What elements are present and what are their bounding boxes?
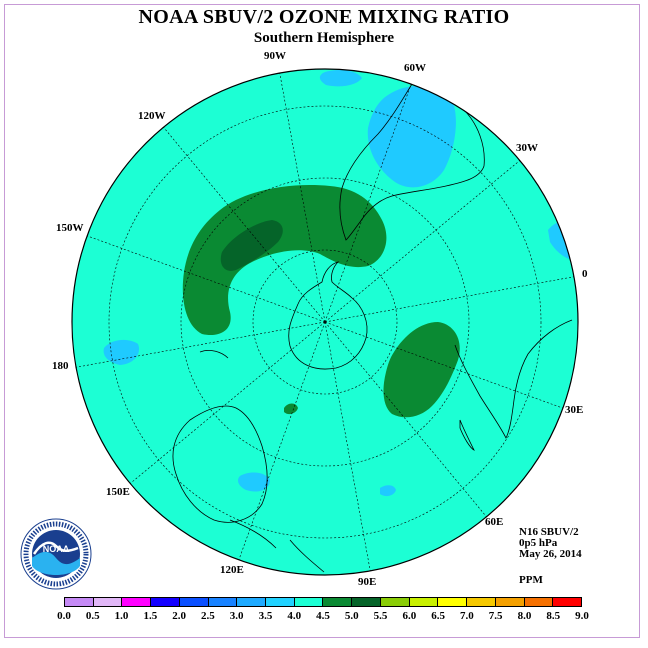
lon-label-90e: 90E: [358, 576, 377, 588]
coastline-new-zealand: [199, 350, 229, 359]
map-title: NOAA SBUV/2 OZONE MIXING RATIO: [138, 6, 510, 28]
lon-label-30w: 30W: [516, 142, 538, 154]
meridian: [324, 321, 569, 411]
coastline-south-america: [339, 83, 485, 241]
colorbar-tick-label: 4.0: [287, 610, 302, 622]
contour-region-4-0: [182, 185, 387, 336]
meridian: [72, 321, 326, 369]
colorbar-tick-label: 2.5: [201, 610, 215, 622]
colorbar-tick-label: 0.0: [57, 610, 71, 622]
colorbar-tick-label: 8.0: [517, 610, 532, 622]
map-subtitle: Southern Hemisphere: [253, 30, 395, 46]
colorbar-tick-label: 1.0: [114, 610, 129, 622]
colorbar-tick-label: 4.5: [316, 610, 330, 622]
graticule: [72, 69, 578, 575]
latitude-circle: [252, 249, 398, 395]
contour-region-4-5: [220, 220, 283, 271]
meridian: [236, 321, 326, 566]
coastline-africa: [454, 319, 573, 439]
contour-region-3-0: [380, 485, 396, 497]
colorbar-tick-label: 5.5: [373, 610, 388, 622]
colorbar-tick-label: 2.0: [172, 610, 186, 622]
meridian: [324, 321, 372, 575]
meridian: [159, 122, 326, 323]
colorbar-tick-label: 3.0: [229, 610, 244, 622]
colorbar-swatch: [553, 598, 581, 606]
meridian: [324, 321, 491, 522]
colorbar-swatch: [208, 598, 238, 606]
lon-label-120w: 120W: [138, 110, 166, 122]
colorbar: [64, 597, 582, 607]
coastline-madagascar: [459, 419, 475, 451]
map-border: [71, 68, 579, 576]
colorbar-tick-label: 3.5: [258, 610, 273, 622]
contour-region-3-0: [319, 70, 362, 87]
colorbar-tick-label: 0.5: [85, 610, 100, 622]
meridian: [81, 233, 326, 323]
colorbar-swatch: [237, 598, 267, 606]
lon-label-150w: 150W: [56, 222, 84, 234]
info-date: May 26, 2014: [519, 548, 582, 560]
meridian: [278, 69, 326, 323]
colorbar-swatch: [524, 598, 554, 606]
colorbar-swatch: [495, 598, 525, 606]
coastlines: [172, 83, 573, 573]
lon-label-0: 0: [582, 268, 588, 280]
lon-label-30e: 30E: [565, 404, 584, 416]
meridian: [324, 156, 525, 323]
latitude-circle: [180, 177, 470, 467]
colorbar-tick-label: 5.0: [344, 610, 359, 622]
figure-frame: [4, 4, 640, 638]
svg-text:NOAA: NOAA: [43, 544, 70, 554]
lon-label-60w: 60W: [404, 62, 426, 74]
meridian: [324, 275, 578, 323]
colorbar-swatch: [409, 598, 439, 606]
contour-region-3-0: [238, 472, 270, 492]
colorbar-swatch: [438, 598, 468, 606]
meridian: [125, 321, 326, 488]
info-satellite: N16 SBUV/2: [519, 526, 579, 538]
colorbar-ticks: 0.0 0.5 1.0 1.5 2.0 2.5 3.0 3.5 4.0 4.5 5.0 5.5 6.0 6…: [0, 610, 648, 624]
info-level: 0p5 hPa: [519, 537, 558, 549]
colorbar-swatch: [323, 598, 353, 606]
info-units: PPM: [519, 574, 543, 586]
coastline-islands: [229, 519, 325, 573]
colorbar-swatch: [151, 598, 180, 606]
colorbar-tick-label: 8.5: [546, 610, 561, 622]
coastline-australia: [172, 405, 268, 523]
colorbar-swatch: [93, 598, 123, 606]
colorbar-tick-label: 6.0: [402, 610, 417, 622]
lon-label-150e: 150E: [106, 486, 130, 498]
latitude-circle: [108, 105, 542, 539]
colorbar-swatch: [179, 598, 209, 606]
colorbar-swatch: [266, 598, 295, 606]
colorbar-swatch: [65, 598, 94, 606]
colorbar-tick-label: 1.5: [143, 610, 158, 622]
contour-region-4-0: [383, 322, 460, 418]
noaa-logo: NOAA: [20, 518, 92, 590]
colorbar-swatch: [467, 598, 496, 606]
contour-region-3-0: [103, 339, 140, 365]
lon-label-120e: 120E: [220, 564, 244, 576]
colorbar-swatch: [294, 598, 324, 606]
colorbar-tick-label: 7.5: [488, 610, 503, 622]
colorbar-swatch: [380, 598, 410, 606]
lon-label-90w: 90W: [264, 50, 286, 62]
lon-label-60e: 60E: [485, 516, 504, 528]
colorbar-swatch: [122, 598, 152, 606]
contour-region-3-0: [367, 85, 456, 188]
colorbar-swatch: [352, 598, 381, 606]
colorbar-tick-label: 9.0: [575, 610, 589, 622]
lon-label-180: 180: [52, 360, 69, 372]
coastline-antarctica: [288, 261, 368, 370]
colorbar-tick-label: 6.5: [431, 610, 445, 622]
colorbar-tick-label: 7.0: [460, 610, 474, 622]
meridian: [324, 78, 414, 323]
